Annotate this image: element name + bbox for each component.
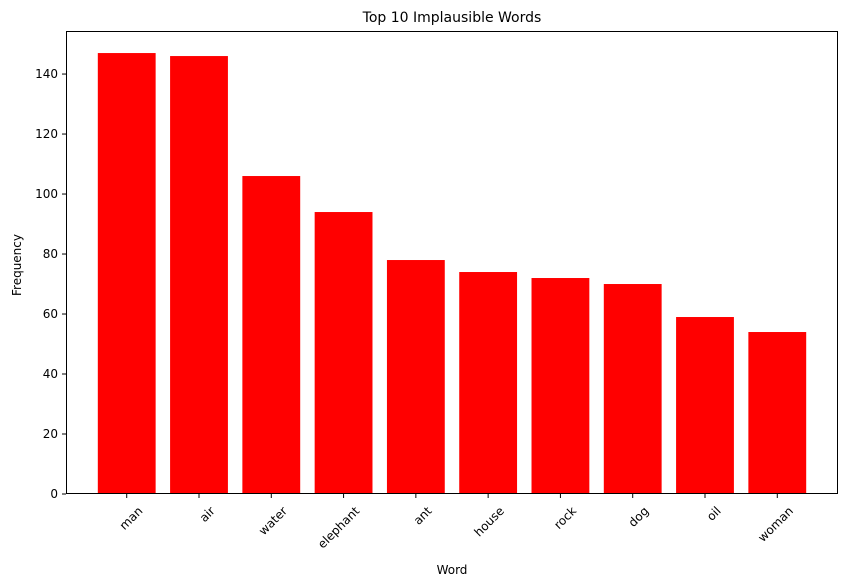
bar-air — [170, 56, 228, 495]
x-tick-label: house — [471, 504, 506, 539]
bar-oil — [676, 317, 734, 494]
y-tick-label: 80 — [43, 247, 58, 261]
bar-ant — [386, 260, 445, 494]
bar-rock — [531, 278, 590, 494]
plot-frame — [66, 31, 838, 494]
x-axis-label: Word — [437, 563, 468, 577]
x-tick-label: man — [117, 504, 146, 533]
x-tick-label: rock — [551, 504, 579, 532]
bar-elephant — [314, 212, 373, 494]
bars-group — [97, 53, 807, 495]
x-tick-label: air — [197, 504, 218, 525]
y-tick-label: 100 — [35, 187, 58, 201]
x-tick-label: ant — [411, 504, 435, 528]
y-tick-label: 20 — [43, 427, 58, 441]
x-tick-label: oil — [704, 504, 724, 524]
y-axis-ticks: 0 20 40 60 80 100 120 140 — [35, 67, 66, 501]
y-tick-label: 40 — [43, 367, 58, 381]
y-axis-label: Frequency — [10, 234, 24, 296]
bar-man — [97, 53, 156, 495]
x-tick-label: woman — [755, 504, 796, 545]
x-tick-label: dog — [626, 504, 652, 530]
y-tick-label: 140 — [35, 67, 58, 81]
x-tick-label: water — [256, 504, 290, 538]
bar-dog — [603, 284, 662, 494]
bar-house — [459, 272, 518, 494]
bar-water — [242, 176, 301, 494]
y-tick-label: 120 — [35, 127, 58, 141]
x-axis-ticks: man air water elephant ant house rock dog oil wom… — [117, 494, 796, 551]
axes-frame — [66, 31, 838, 494]
chart-title: Top 10 Implausible Words — [362, 10, 542, 26]
y-tick-label: 60 — [43, 307, 58, 321]
y-tick-label: 0 — [50, 487, 58, 501]
bar-woman — [748, 332, 807, 494]
x-tick-label: elephant — [315, 504, 363, 552]
